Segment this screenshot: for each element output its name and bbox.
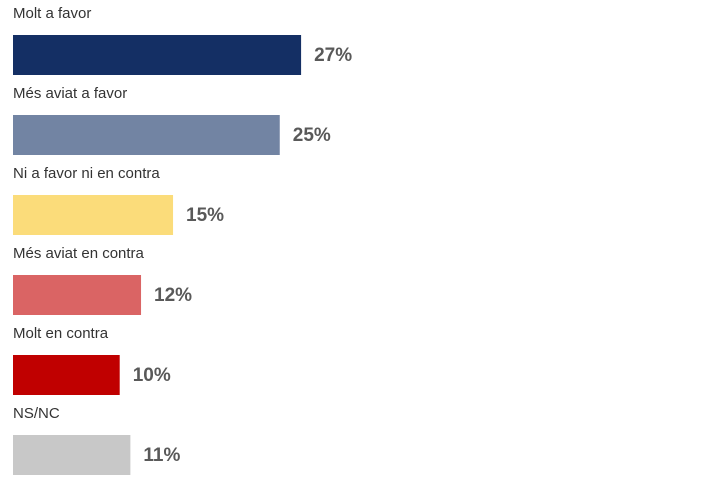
value-label: 25%: [293, 125, 331, 146]
category-label: Molt a favor: [13, 5, 91, 22]
value-label: 27%: [314, 45, 352, 66]
bar: [13, 35, 302, 75]
value-label: 12%: [154, 285, 192, 306]
bar: [13, 435, 131, 475]
category-label: Més aviat en contra: [13, 245, 145, 262]
value-label: 11%: [143, 445, 180, 466]
category-label: Molt en contra: [13, 325, 109, 342]
bar: [13, 275, 142, 315]
category-label: Més aviat a favor: [13, 85, 127, 102]
bar: [13, 195, 174, 235]
bar: [13, 355, 120, 395]
category-label: NS/NC: [13, 405, 60, 422]
category-label: Ni a favor ni en contra: [13, 165, 160, 182]
bar: [13, 115, 280, 155]
value-label: 15%: [186, 205, 224, 226]
value-label: 10%: [133, 365, 171, 386]
